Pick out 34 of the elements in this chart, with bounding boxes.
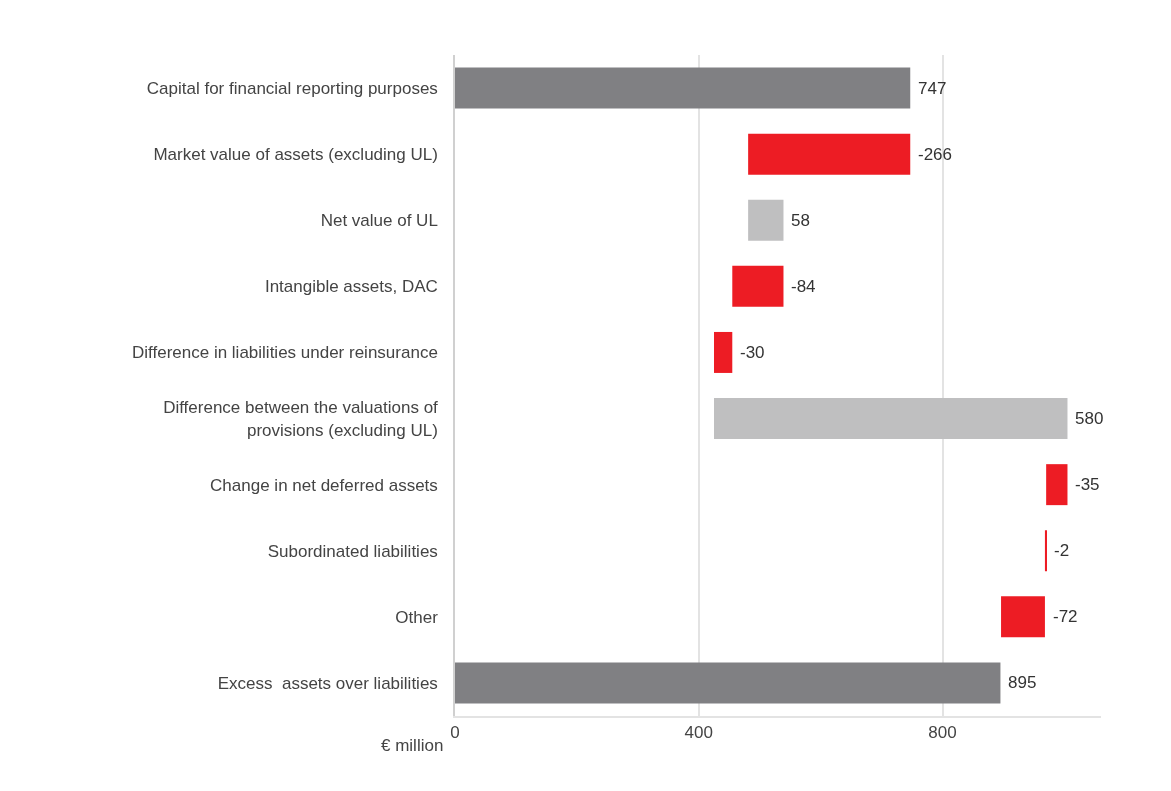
bar: [1046, 464, 1068, 506]
bar: [714, 398, 1068, 440]
y-tick-label: Difference in liabilities under reinsurance: [131, 343, 438, 363]
bar: [748, 133, 911, 175]
data-label: -30: [740, 343, 765, 362]
y-tick-label: Excess assets over liabilities: [217, 673, 438, 693]
y-tick-label: Market value of assets (excluding UL): [153, 145, 438, 165]
data-label: -266: [918, 145, 953, 164]
data-label: -72: [1053, 607, 1078, 626]
bar: [1001, 596, 1045, 638]
x-tick-label: 400: [684, 723, 713, 743]
y-tick-label: Other: [395, 607, 439, 627]
bar: [714, 331, 733, 373]
y-tick-label: Intangible assets, DAC: [264, 277, 438, 297]
y-tick-label: Net value of UL: [320, 211, 438, 231]
data-label: 580: [1075, 409, 1104, 428]
data-label: 747: [918, 79, 947, 98]
x-tick-label: 800: [928, 723, 957, 743]
y-tick-label: Subordinated liabilities: [267, 541, 438, 561]
bar: [1044, 530, 1047, 572]
x-tick-label: 0: [450, 723, 460, 743]
data-label: 58: [791, 211, 810, 230]
bar: [748, 199, 784, 241]
bar: [732, 265, 784, 307]
y-tick-label: Capital for financial reporting purposes: [146, 79, 438, 98]
x-axis-title: € million: [381, 736, 444, 755]
data-label: -84: [791, 277, 816, 296]
bar: [455, 662, 1001, 704]
data-label: -35: [1075, 475, 1100, 494]
y-tick-label: Difference between the valuations of provisions (excluding UL): [163, 398, 439, 440]
y-tick-label: Change in net deferred assets: [210, 475, 438, 495]
data-label: -2: [1054, 541, 1070, 560]
bar: [455, 67, 911, 109]
data-label: 895: [1008, 673, 1037, 692]
